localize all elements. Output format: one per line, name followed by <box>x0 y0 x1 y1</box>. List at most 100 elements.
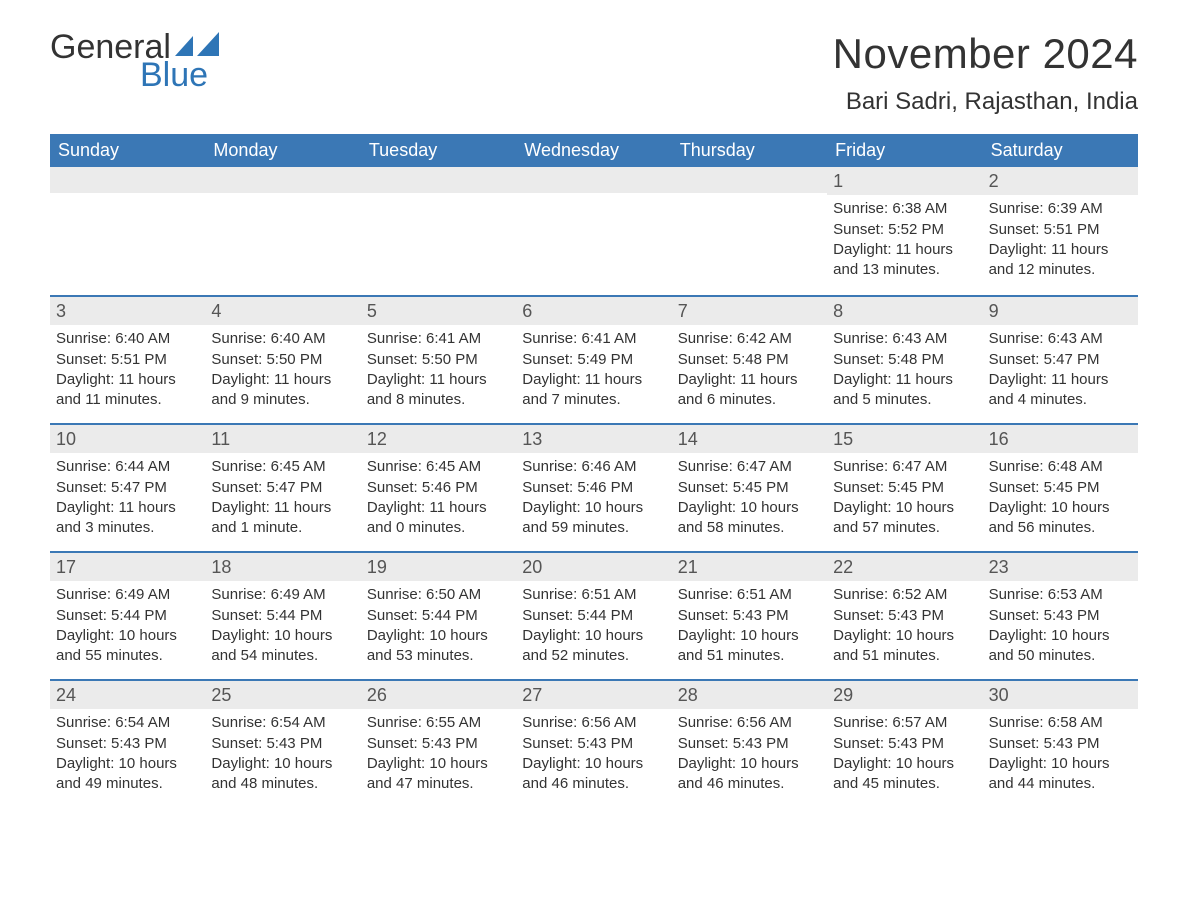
sunset-text: Sunset: 5:47 PM <box>211 478 354 498</box>
sunset-text: Sunset: 5:48 PM <box>678 350 821 370</box>
day-cell: 8Sunrise: 6:43 AMSunset: 5:48 PMDaylight… <box>827 297 982 423</box>
day-number: 15 <box>827 425 982 453</box>
day-cell: 4Sunrise: 6:40 AMSunset: 5:50 PMDaylight… <box>205 297 360 423</box>
day-number: 17 <box>50 553 205 581</box>
day-number: 2 <box>983 167 1138 195</box>
day-body: Sunrise: 6:51 AMSunset: 5:43 PMDaylight:… <box>672 581 827 672</box>
day-number: 6 <box>516 297 671 325</box>
sunset-text: Sunset: 5:44 PM <box>56 606 199 626</box>
sunset-text: Sunset: 5:44 PM <box>367 606 510 626</box>
sunrise-text: Sunrise: 6:43 AM <box>833 329 976 349</box>
daylight-text: Daylight: 11 hours and 7 minutes. <box>522 370 665 411</box>
day-body: Sunrise: 6:53 AMSunset: 5:43 PMDaylight:… <box>983 581 1138 672</box>
day-body: Sunrise: 6:49 AMSunset: 5:44 PMDaylight:… <box>50 581 205 672</box>
daylight-text: Daylight: 10 hours and 48 minutes. <box>211 754 354 795</box>
day-cell: 26Sunrise: 6:55 AMSunset: 5:43 PMDayligh… <box>361 681 516 807</box>
sunrise-text: Sunrise: 6:51 AM <box>522 585 665 605</box>
sunrise-text: Sunrise: 6:55 AM <box>367 713 510 733</box>
day-cell: 22Sunrise: 6:52 AMSunset: 5:43 PMDayligh… <box>827 553 982 679</box>
weekday-header: Tuesday <box>361 134 516 167</box>
empty-day-bar <box>672 167 827 193</box>
sunrise-text: Sunrise: 6:50 AM <box>367 585 510 605</box>
sunset-text: Sunset: 5:43 PM <box>989 734 1132 754</box>
day-number: 30 <box>983 681 1138 709</box>
week-row: 3Sunrise: 6:40 AMSunset: 5:51 PMDaylight… <box>50 295 1138 423</box>
day-cell: 10Sunrise: 6:44 AMSunset: 5:47 PMDayligh… <box>50 425 205 551</box>
sunset-text: Sunset: 5:43 PM <box>211 734 354 754</box>
sunset-text: Sunset: 5:44 PM <box>522 606 665 626</box>
day-body: Sunrise: 6:47 AMSunset: 5:45 PMDaylight:… <box>827 453 982 544</box>
day-body: Sunrise: 6:39 AMSunset: 5:51 PMDaylight:… <box>983 195 1138 286</box>
weekday-header-row: SundayMondayTuesdayWednesdayThursdayFrid… <box>50 134 1138 167</box>
title-block: November 2024 Bari Sadri, Rajasthan, Ind… <box>833 30 1138 116</box>
sunset-text: Sunset: 5:43 PM <box>678 734 821 754</box>
empty-day-bar <box>361 167 516 193</box>
day-body: Sunrise: 6:43 AMSunset: 5:47 PMDaylight:… <box>983 325 1138 416</box>
day-number: 28 <box>672 681 827 709</box>
daylight-text: Daylight: 10 hours and 44 minutes. <box>989 754 1132 795</box>
day-cell <box>516 167 671 295</box>
sunset-text: Sunset: 5:50 PM <box>367 350 510 370</box>
day-cell: 15Sunrise: 6:47 AMSunset: 5:45 PMDayligh… <box>827 425 982 551</box>
sunset-text: Sunset: 5:43 PM <box>989 606 1132 626</box>
daylight-text: Daylight: 10 hours and 58 minutes. <box>678 498 821 539</box>
daylight-text: Daylight: 11 hours and 11 minutes. <box>56 370 199 411</box>
daylight-text: Daylight: 10 hours and 49 minutes. <box>56 754 199 795</box>
sunrise-text: Sunrise: 6:45 AM <box>211 457 354 477</box>
sunrise-text: Sunrise: 6:47 AM <box>833 457 976 477</box>
sunrise-text: Sunrise: 6:39 AM <box>989 199 1132 219</box>
day-number: 19 <box>361 553 516 581</box>
daylight-text: Daylight: 10 hours and 46 minutes. <box>678 754 821 795</box>
day-number: 9 <box>983 297 1138 325</box>
sunrise-text: Sunrise: 6:49 AM <box>211 585 354 605</box>
day-number: 3 <box>50 297 205 325</box>
header-row: General Blue November 2024 Bari Sadri, R… <box>50 30 1138 116</box>
day-cell: 23Sunrise: 6:53 AMSunset: 5:43 PMDayligh… <box>983 553 1138 679</box>
daylight-text: Daylight: 10 hours and 57 minutes. <box>833 498 976 539</box>
day-cell <box>672 167 827 295</box>
day-body: Sunrise: 6:56 AMSunset: 5:43 PMDaylight:… <box>672 709 827 800</box>
sunset-text: Sunset: 5:51 PM <box>56 350 199 370</box>
weekday-header: Thursday <box>672 134 827 167</box>
day-body: Sunrise: 6:40 AMSunset: 5:50 PMDaylight:… <box>205 325 360 416</box>
day-number: 11 <box>205 425 360 453</box>
day-cell <box>50 167 205 295</box>
daylight-text: Daylight: 10 hours and 51 minutes. <box>833 626 976 667</box>
sunrise-text: Sunrise: 6:48 AM <box>989 457 1132 477</box>
daylight-text: Daylight: 11 hours and 8 minutes. <box>367 370 510 411</box>
sunset-text: Sunset: 5:43 PM <box>56 734 199 754</box>
sunrise-text: Sunrise: 6:58 AM <box>989 713 1132 733</box>
brand-logo: General Blue <box>50 30 221 92</box>
day-number: 27 <box>516 681 671 709</box>
weekday-header: Saturday <box>983 134 1138 167</box>
day-number: 22 <box>827 553 982 581</box>
sunrise-text: Sunrise: 6:43 AM <box>989 329 1132 349</box>
day-number: 25 <box>205 681 360 709</box>
day-cell <box>361 167 516 295</box>
day-cell: 11 Sunrise: 6:45 AMSunset: 5:47 PMDayligh… <box>205 425 360 551</box>
sunrise-text: Sunrise: 6:41 AM <box>522 329 665 349</box>
sunrise-text: Sunrise: 6:44 AM <box>56 457 199 477</box>
daylight-text: Daylight: 11 hours and 1 minute. <box>211 498 354 539</box>
day-cell: 29Sunrise: 6:57 AMSunset: 5:43 PMDayligh… <box>827 681 982 807</box>
day-number: 24 <box>50 681 205 709</box>
sunrise-text: Sunrise: 6:38 AM <box>833 199 976 219</box>
sunrise-text: Sunrise: 6:57 AM <box>833 713 976 733</box>
day-cell: 17Sunrise: 6:49 AMSunset: 5:44 PMDayligh… <box>50 553 205 679</box>
calendar-grid: SundayMondayTuesdayWednesdayThursdayFrid… <box>50 134 1138 807</box>
day-cell: 27Sunrise: 6:56 AMSunset: 5:43 PMDayligh… <box>516 681 671 807</box>
day-cell: 6Sunrise: 6:41 AMSunset: 5:49 PMDaylight… <box>516 297 671 423</box>
sunrise-text: Sunrise: 6:40 AM <box>56 329 199 349</box>
daylight-text: Daylight: 10 hours and 56 minutes. <box>989 498 1132 539</box>
day-cell: 19Sunrise: 6:50 AMSunset: 5:44 PMDayligh… <box>361 553 516 679</box>
week-row: 10Sunrise: 6:44 AMSunset: 5:47 PMDayligh… <box>50 423 1138 551</box>
day-number: 29 <box>827 681 982 709</box>
day-cell: 16Sunrise: 6:48 AMSunset: 5:45 PMDayligh… <box>983 425 1138 551</box>
day-cell: 3 Sunrise: 6:40 AMSunset: 5:51 PMDaylight… <box>50 297 205 423</box>
day-cell: 13Sunrise: 6:46 AMSunset: 5:46 PMDayligh… <box>516 425 671 551</box>
day-number: 16 <box>983 425 1138 453</box>
daylight-text: Daylight: 10 hours and 59 minutes. <box>522 498 665 539</box>
daylight-text: Daylight: 10 hours and 52 minutes. <box>522 626 665 667</box>
week-row: 17Sunrise: 6:49 AMSunset: 5:44 PMDayligh… <box>50 551 1138 679</box>
weekday-header: Wednesday <box>516 134 671 167</box>
